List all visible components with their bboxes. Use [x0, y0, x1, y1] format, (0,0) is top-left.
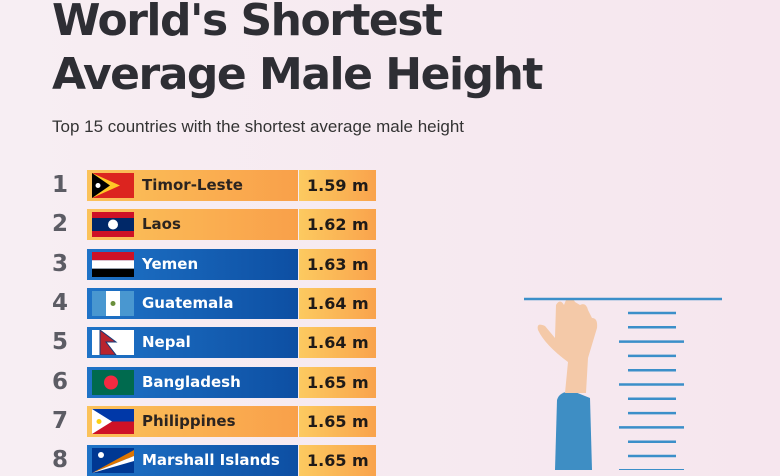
rank-number: 7: [51, 407, 68, 434]
child-arm: [555, 391, 592, 470]
country-name: Guatemala: [142, 293, 234, 312]
table-row: 1 Timor-Leste 1.59 m: [50, 170, 380, 201]
marshall-islands-flag-icon: [92, 448, 134, 474]
rank-number: 8: [51, 447, 68, 474]
height-value: 1.59 m: [299, 170, 376, 201]
guatemala-flag-icon: [92, 290, 134, 316]
country-name: Yemen: [142, 254, 199, 273]
title-line-2: Average Male Height: [52, 48, 543, 100]
laos-flag-icon: [92, 212, 134, 238]
subtitle: Top 15 countries with the shortest avera…: [52, 117, 465, 136]
table-row: 7 Philippines 1.65 m: [50, 405, 380, 437]
country-name: Marshall Islands: [142, 451, 280, 470]
country-bar: Laos: [87, 209, 298, 241]
child-hand: [537, 298, 598, 393]
country-bar: Timor-Leste: [87, 170, 298, 201]
height-value: 1.62 m: [299, 209, 376, 241]
country-bar: Nepal: [87, 327, 298, 359]
country-name: Bangladesh: [142, 372, 241, 391]
country-bar: Philippines: [87, 405, 298, 437]
page-title: World's Shortest Average Male Height: [52, 0, 543, 101]
country-name: Timor-Leste: [142, 176, 243, 194]
country-name: Philippines: [142, 411, 236, 430]
country-name: Laos: [142, 215, 181, 234]
bangladesh-flag-icon: [92, 369, 134, 395]
height-value: 1.64 m: [299, 327, 376, 359]
height-value: 1.64 m: [299, 287, 376, 319]
timor-leste-flag-icon: [92, 173, 134, 198]
country-bar: Bangladesh: [87, 366, 298, 398]
table-row: 3 Yemen 1.63 m: [50, 248, 380, 280]
philippines-flag-icon: [92, 408, 134, 434]
country-bar: Guatemala: [87, 287, 298, 319]
ruler-ticks: [619, 311, 684, 470]
table-row: 8 Marshall Islands 1.65 m: [50, 445, 380, 476]
table-row: 5 Nepal 1.64 m: [50, 327, 380, 359]
height-value: 1.65 m: [299, 405, 376, 437]
country-name: Nepal: [142, 333, 191, 352]
table-row: 2 Laos 1.62 m: [50, 209, 380, 241]
table-row: 6 Bangladesh 1.65 m: [50, 366, 380, 398]
yemen-flag-icon: [92, 251, 134, 277]
rank-number: 4: [51, 289, 68, 316]
rank-number: 1: [51, 172, 68, 198]
rank-number: 6: [51, 368, 68, 395]
nepal-flag-icon: [92, 330, 134, 356]
country-bar: Yemen: [87, 248, 298, 280]
rank-number: 3: [51, 250, 68, 277]
table-row: 4 Guatemala 1.64 m: [50, 287, 380, 319]
rank-number: 5: [51, 329, 68, 356]
title-line-1: World's Shortest: [52, 0, 443, 46]
height-value: 1.63 m: [299, 248, 376, 280]
height-value: 1.65 m: [299, 366, 376, 398]
rank-number: 2: [51, 211, 68, 238]
